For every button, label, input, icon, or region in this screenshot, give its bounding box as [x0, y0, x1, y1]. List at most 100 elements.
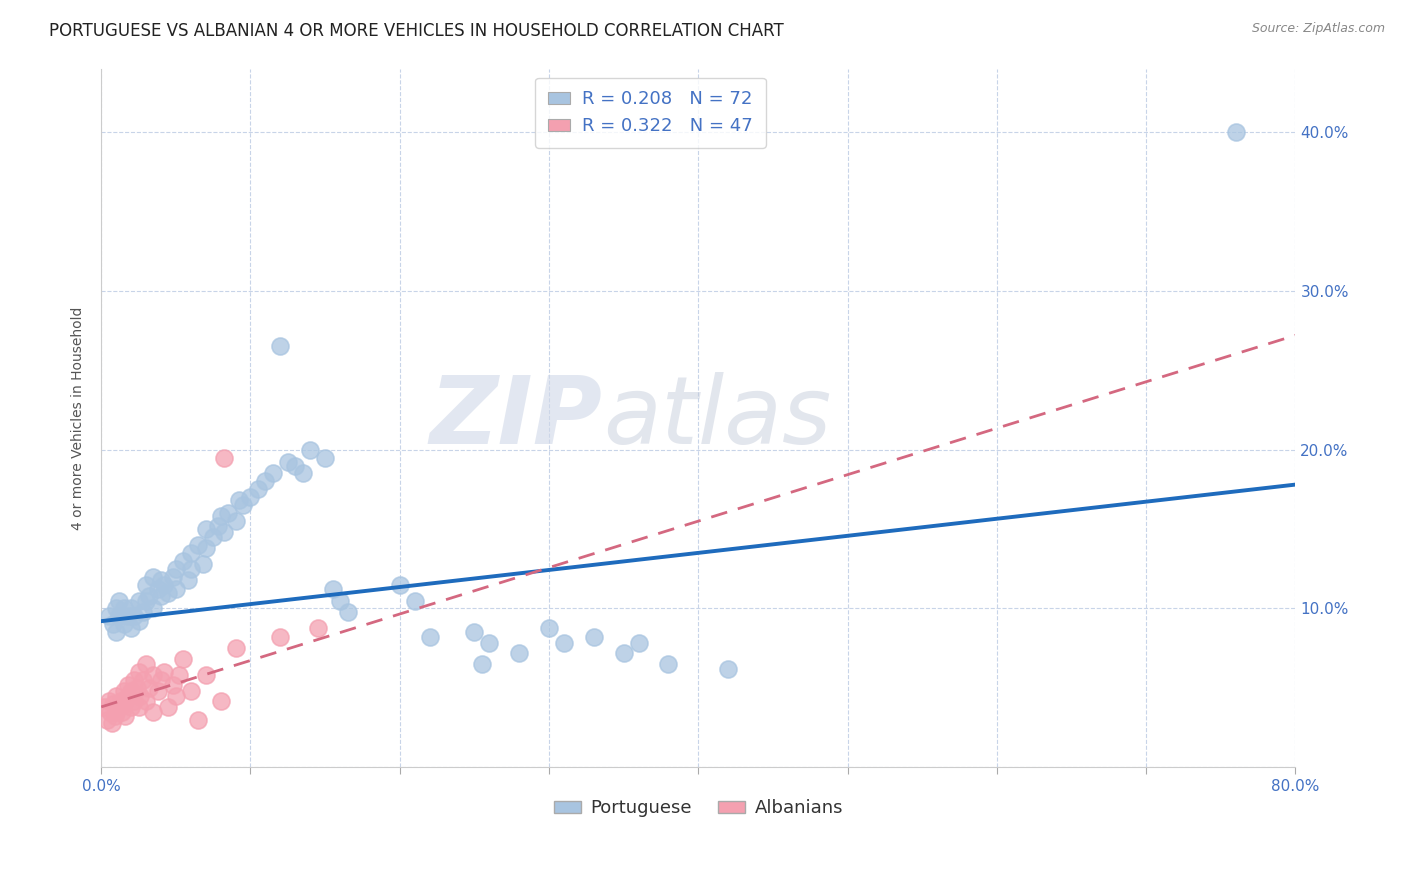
Point	[96, 713, 118, 727]
Point	[463, 625, 485, 640]
Point	[97, 609, 120, 624]
Point	[125, 681, 148, 695]
Point	[149, 673, 172, 687]
Point	[112, 697, 135, 711]
Point	[105, 601, 128, 615]
Point	[93, 700, 115, 714]
Point	[657, 657, 679, 671]
Point	[165, 689, 187, 703]
Point	[128, 700, 150, 714]
Point	[277, 455, 299, 469]
Point	[172, 554, 194, 568]
Point	[284, 458, 307, 473]
Point	[132, 673, 155, 687]
Text: atlas: atlas	[603, 372, 831, 463]
Point	[187, 713, 209, 727]
Point	[135, 577, 157, 591]
Point	[180, 684, 202, 698]
Point	[138, 589, 160, 603]
Point	[142, 570, 165, 584]
Point	[388, 577, 411, 591]
Point	[122, 693, 145, 707]
Point	[627, 636, 650, 650]
Point	[717, 662, 740, 676]
Point	[262, 467, 284, 481]
Point	[180, 546, 202, 560]
Point	[117, 609, 139, 624]
Text: PORTUGUESE VS ALBANIAN 4 OR MORE VEHICLES IN HOUSEHOLD CORRELATION CHART: PORTUGUESE VS ALBANIAN 4 OR MORE VEHICLE…	[49, 22, 785, 40]
Point	[105, 705, 128, 719]
Point	[246, 483, 269, 497]
Point	[177, 573, 200, 587]
Point	[129, 689, 152, 703]
Point	[97, 693, 120, 707]
Text: ZIP: ZIP	[430, 372, 603, 464]
Y-axis label: 4 or more Vehicles in Household: 4 or more Vehicles in Household	[72, 306, 86, 530]
Point	[112, 617, 135, 632]
Point	[172, 652, 194, 666]
Point	[167, 668, 190, 682]
Point	[146, 582, 169, 597]
Point	[225, 641, 247, 656]
Point	[135, 693, 157, 707]
Point	[336, 605, 359, 619]
Point	[104, 709, 127, 723]
Point	[153, 577, 176, 591]
Point	[314, 450, 336, 465]
Point	[228, 493, 250, 508]
Point	[108, 700, 131, 714]
Point	[110, 693, 132, 707]
Point	[582, 630, 605, 644]
Point	[149, 573, 172, 587]
Point	[108, 593, 131, 607]
Point	[212, 525, 235, 540]
Point	[142, 668, 165, 682]
Text: Source: ZipAtlas.com: Source: ZipAtlas.com	[1251, 22, 1385, 36]
Point	[180, 562, 202, 576]
Point	[162, 678, 184, 692]
Point	[232, 498, 254, 512]
Point	[135, 593, 157, 607]
Legend: Portuguese, Albanians: Portuguese, Albanians	[547, 792, 851, 824]
Point	[209, 693, 232, 707]
Point	[553, 636, 575, 650]
Point	[149, 589, 172, 603]
Point	[117, 689, 139, 703]
Point	[1225, 125, 1247, 139]
Point	[508, 646, 530, 660]
Point	[112, 601, 135, 615]
Point	[299, 442, 322, 457]
Point	[207, 519, 229, 533]
Point	[194, 668, 217, 682]
Point	[117, 678, 139, 692]
Point	[404, 593, 426, 607]
Point	[307, 620, 329, 634]
Point	[122, 609, 145, 624]
Point	[138, 681, 160, 695]
Point	[98, 705, 121, 719]
Point	[329, 593, 352, 607]
Point	[100, 715, 122, 730]
Point	[157, 585, 180, 599]
Point	[120, 601, 142, 615]
Point	[217, 506, 239, 520]
Point	[135, 657, 157, 671]
Point	[291, 467, 314, 481]
Point	[322, 582, 344, 597]
Point	[225, 514, 247, 528]
Point	[120, 620, 142, 634]
Point	[105, 625, 128, 640]
Point	[194, 541, 217, 555]
Point	[162, 570, 184, 584]
Point	[111, 705, 134, 719]
Point	[157, 700, 180, 714]
Point	[128, 614, 150, 628]
Point	[202, 530, 225, 544]
Point	[269, 630, 291, 644]
Point	[153, 665, 176, 679]
Point	[101, 617, 124, 632]
Point	[254, 475, 277, 489]
Point	[194, 522, 217, 536]
Point	[120, 700, 142, 714]
Point	[613, 646, 636, 660]
